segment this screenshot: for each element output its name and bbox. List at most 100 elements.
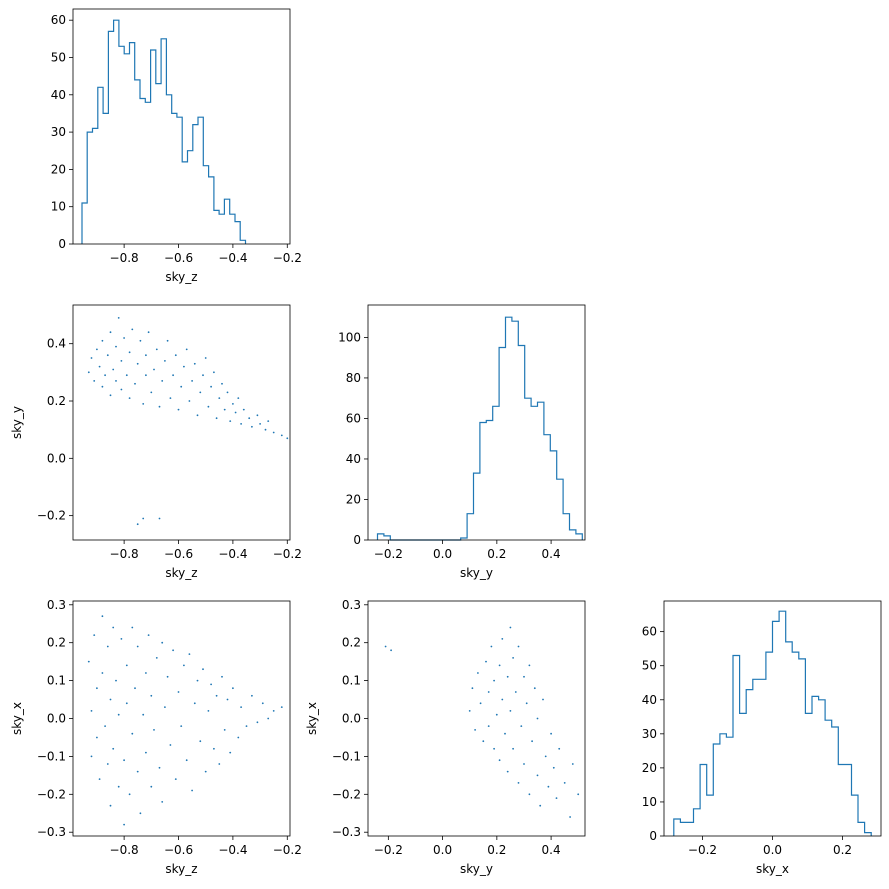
scatter-point xyxy=(232,687,234,690)
scatter-point xyxy=(161,801,164,803)
scatter-point xyxy=(183,664,185,667)
scatter-point xyxy=(542,698,544,701)
scatter-point xyxy=(166,675,169,678)
y-tick-label: 10 xyxy=(51,200,66,214)
y-tick-label: 20 xyxy=(642,761,657,775)
scatter-point xyxy=(120,360,123,362)
histogram-step-line xyxy=(673,610,872,836)
panel-3: −0.2 0.0 0.2 0.4 0 20 40 60 80 100 sky_y xyxy=(338,304,586,580)
scatter-point xyxy=(136,645,139,648)
scatter-point xyxy=(101,385,104,388)
scatter-point xyxy=(104,374,106,377)
scatter-point xyxy=(169,744,172,746)
scatter-point xyxy=(237,397,240,399)
y-tick-label: 0.0 xyxy=(47,712,66,726)
scatter-point xyxy=(210,683,213,686)
scatter-point xyxy=(93,634,96,636)
scatter-point xyxy=(112,747,115,750)
scatter-point xyxy=(506,770,509,773)
scatter-point xyxy=(145,672,147,674)
scatter-point xyxy=(139,339,142,342)
axes-frame xyxy=(72,600,291,837)
scatter-point xyxy=(232,403,234,405)
scatter-point xyxy=(221,675,223,678)
scatter-point xyxy=(196,679,199,682)
scatter-point xyxy=(215,417,218,420)
x-tick-label: −0.8 xyxy=(110,843,139,857)
scatter-point xyxy=(245,725,248,727)
y-tick-label: 30 xyxy=(51,125,66,139)
y-tick-label: 30 xyxy=(642,727,657,741)
scatter-point xyxy=(555,797,558,799)
scatter-point xyxy=(563,782,566,784)
scatter-point xyxy=(536,717,539,720)
scatter-point xyxy=(125,374,128,377)
scatter-point xyxy=(136,770,139,773)
scatter-point xyxy=(177,408,180,411)
panel-5: −0.2 0.0 0.2 0.4 −0.3 −0.2 −0.1 0.0 0.1 0.2 0.3 sky… xyxy=(305,598,586,876)
y-tick-label: 100 xyxy=(338,330,361,344)
scatter-point xyxy=(101,339,104,342)
scatter-point xyxy=(256,721,259,724)
scatter-point xyxy=(93,380,96,382)
scatter-point xyxy=(142,517,145,520)
x-axis-label: sky_x xyxy=(756,862,789,876)
y-tick-label: 0.3 xyxy=(47,598,66,612)
scatter-point xyxy=(115,345,117,348)
scatter-point xyxy=(204,357,207,359)
x-tick-label: 0.2 xyxy=(487,843,506,857)
scatter-point xyxy=(531,740,533,743)
scatter-point xyxy=(528,664,531,667)
scatter-point xyxy=(109,331,112,334)
scatter-point xyxy=(191,380,194,382)
scatter-point xyxy=(552,766,555,769)
scatter-point xyxy=(477,672,479,674)
scatter-point xyxy=(123,823,125,826)
scatter-point xyxy=(109,394,112,397)
scatter-point xyxy=(213,747,215,750)
scatter-point xyxy=(115,380,117,382)
scatter-point xyxy=(528,793,531,796)
axes-frame xyxy=(367,600,586,837)
scatter-point xyxy=(539,804,542,807)
scatter-point xyxy=(139,812,142,815)
histogram-step-line xyxy=(81,19,247,244)
scatter-point xyxy=(193,702,196,705)
scatter-point xyxy=(215,694,218,697)
x-tick-label: −0.2 xyxy=(374,843,403,857)
x-tick-label: −0.6 xyxy=(164,547,193,561)
panel-1: −0.8 −0.6 −0.4 −0.2 0 10 20 30 40 50 60 sky_z xyxy=(51,8,302,284)
scatter-point xyxy=(384,645,387,648)
scatter-point xyxy=(498,664,501,667)
scatter-point xyxy=(272,431,275,434)
x-tick-label: 0.4 xyxy=(542,843,561,857)
x-tick-label: −0.2 xyxy=(273,251,302,265)
scatter-point xyxy=(106,645,109,648)
y-tick-label: 0.2 xyxy=(342,636,361,650)
scatter-point xyxy=(109,698,112,701)
scatter-point xyxy=(577,793,580,796)
scatter-point xyxy=(490,645,493,648)
scatter-point xyxy=(234,411,237,414)
scatter-point xyxy=(125,664,128,667)
scatter-point xyxy=(523,675,525,678)
x-tick-label: 0.0 xyxy=(433,843,452,857)
x-tick-label: −0.4 xyxy=(218,251,247,265)
scatter-point xyxy=(87,660,90,663)
scatter-point xyxy=(533,687,536,690)
scatter-point xyxy=(185,759,188,762)
x-tick-label: 0.2 xyxy=(487,547,506,561)
scatter-point xyxy=(193,362,196,365)
scatter-point xyxy=(145,354,147,357)
scatter-point xyxy=(155,348,158,351)
scatter-point xyxy=(180,385,183,388)
scatter-point xyxy=(120,388,123,391)
scatter-point xyxy=(571,763,574,765)
panel-4: −0.8 −0.6 −0.4 −0.2 −0.3 −0.2 −0.1 0.0 0.1 0.2 0.3… xyxy=(10,598,302,876)
scatter-point xyxy=(161,641,164,644)
scatter-point xyxy=(115,679,117,682)
scatter-point xyxy=(153,368,155,371)
scatter-point xyxy=(109,804,112,807)
y-tick-label: 80 xyxy=(346,371,361,385)
